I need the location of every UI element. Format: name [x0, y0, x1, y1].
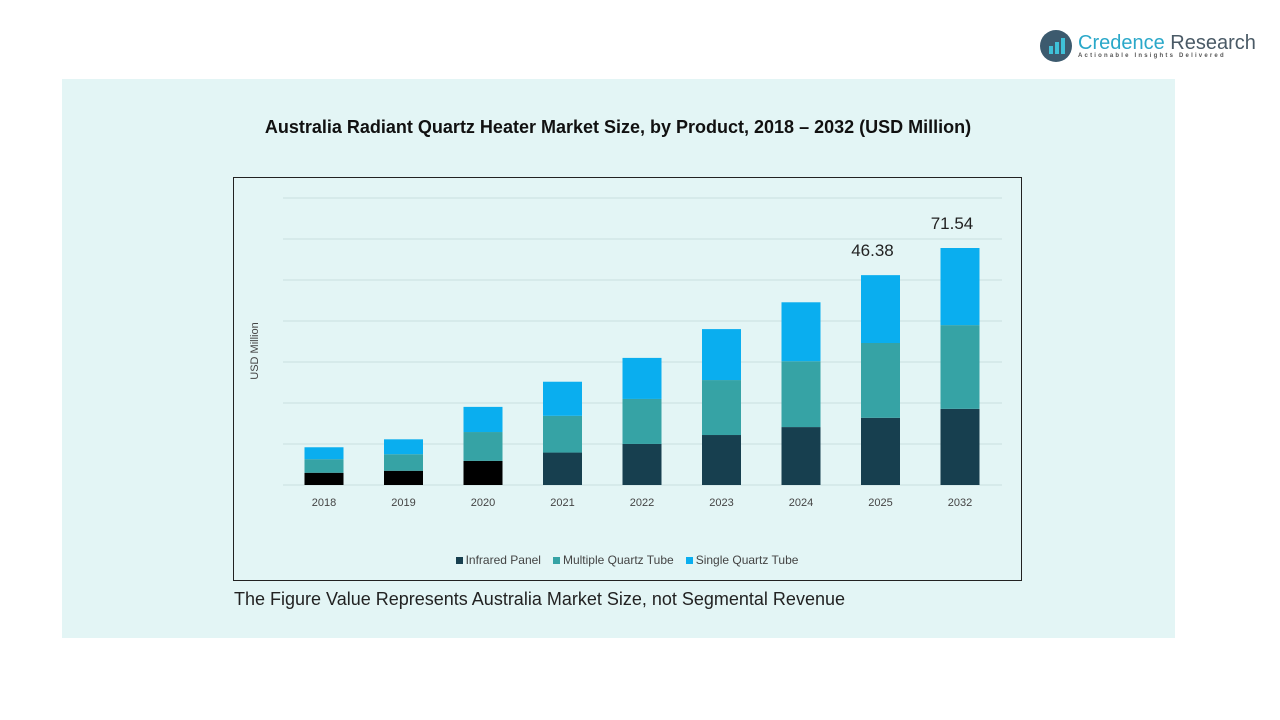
- legend-swatch: [685, 557, 693, 564]
- bar-infrared-panel-2018: [304, 472, 344, 485]
- bar-multiple-quartz-tube-2025: [861, 342, 900, 418]
- x-tick-label: 2020: [471, 497, 495, 509]
- bar-single-quartz-tube-2021: [543, 381, 582, 416]
- bar-multiple-quartz-tube-2021: [543, 415, 582, 453]
- chart-title: Australia Radiant Quartz Heater Market S…: [264, 117, 972, 137]
- data-label: 46.38: [851, 241, 894, 260]
- bar-infrared-panel-2022: [622, 443, 662, 485]
- x-tick-label: 2021: [550, 497, 574, 509]
- legend-item: Single Quartz Tube: [685, 553, 799, 567]
- x-tick-label: 2022: [630, 497, 654, 509]
- x-tick-label: 2025: [868, 497, 892, 509]
- bar-infrared-panel-2019: [384, 470, 423, 485]
- bar-multiple-quartz-tube-2023: [702, 380, 741, 436]
- x-tick-label: 2018: [312, 497, 336, 509]
- x-tick-label: 2019: [391, 497, 415, 509]
- legend-label: Infrared Panel: [465, 553, 541, 567]
- x-tick-label: 2023: [709, 497, 733, 509]
- bar-multiple-quartz-tube-2020: [463, 432, 503, 461]
- bar-infrared-panel-2020: [463, 460, 503, 485]
- bar-single-quartz-tube-2025: [861, 275, 900, 343]
- logo-name-b: Research: [1164, 32, 1256, 54]
- chart-panel: [62, 79, 1175, 638]
- bar-single-quartz-tube-2022: [622, 357, 662, 399]
- legend-label: Multiple Quartz Tube: [562, 553, 674, 567]
- bar-infrared-panel-2032: [940, 408, 980, 485]
- bar-infrared-panel-2021: [543, 452, 582, 485]
- bar-single-quartz-tube-2018: [304, 447, 344, 460]
- data-label: 71.54: [931, 214, 974, 233]
- bar-infrared-panel-2023: [702, 435, 741, 485]
- logo-name: Credence: [1078, 32, 1165, 54]
- legend-item: Infrared Panel: [455, 553, 541, 567]
- x-tick-label: 2032: [948, 497, 972, 509]
- bar-multiple-quartz-tube-2032: [940, 325, 980, 409]
- bar-single-quartz-tube-2019: [384, 439, 423, 455]
- bar-single-quartz-tube-2023: [702, 329, 741, 381]
- legend-swatch: [552, 557, 560, 564]
- bar-infrared-panel-2024: [781, 427, 821, 485]
- logo-tagline: Actionable Insights Delivered: [1078, 53, 1226, 59]
- footer-note: The Figure Value Represents Australia Ma…: [234, 589, 845, 609]
- legend: Infrared Panel Multiple Quartz Tube Single…: [0, 553, 1254, 567]
- legend-label: Single Quartz Tube: [695, 553, 799, 567]
- bar-multiple-quartz-tube-2018: [304, 459, 344, 473]
- legend-item: Multiple Quartz Tube: [552, 553, 674, 567]
- bar-multiple-quartz-tube-2022: [622, 398, 662, 444]
- bar-single-quartz-tube-2032: [940, 248, 980, 326]
- bar-infrared-panel-2025: [861, 417, 900, 485]
- logo-icon: [1040, 30, 1072, 62]
- logo: Credence Research Actionable Insights De…: [1040, 30, 1256, 62]
- legend-swatch: [455, 557, 463, 564]
- bar-multiple-quartz-tube-2019: [384, 454, 423, 471]
- bar-single-quartz-tube-2024: [781, 302, 821, 362]
- bar-multiple-quartz-tube-2024: [781, 361, 821, 428]
- bar-single-quartz-tube-2020: [463, 406, 503, 433]
- x-tick-label: 2024: [789, 497, 813, 509]
- plot-area: [233, 177, 1022, 581]
